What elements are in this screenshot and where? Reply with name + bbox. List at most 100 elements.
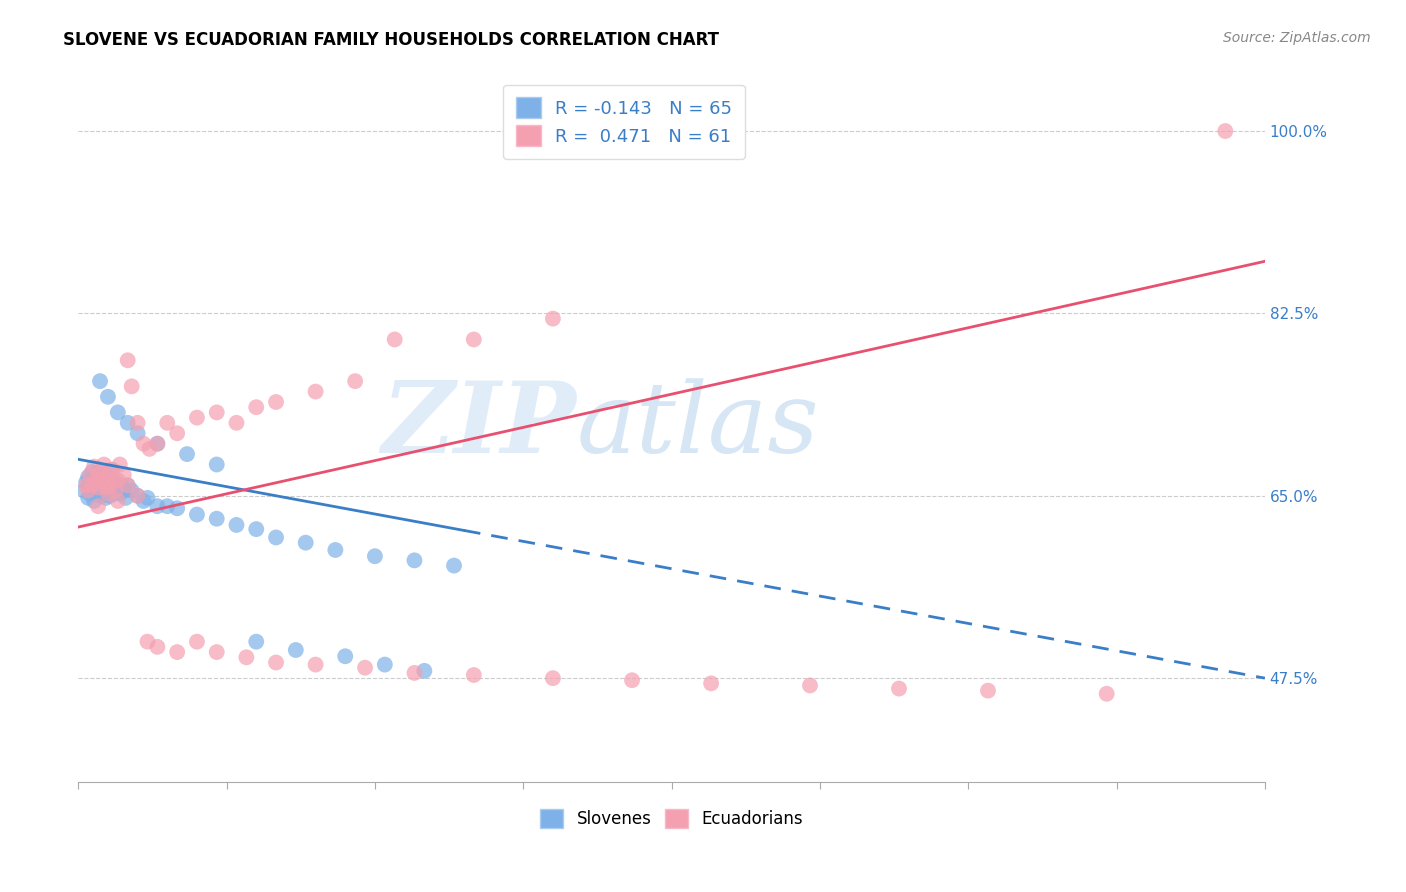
Legend: Slovenes, Ecuadorians: Slovenes, Ecuadorians xyxy=(533,802,810,835)
Point xyxy=(82,478,104,492)
Text: SLOVENE VS ECUADORIAN FAMILY HOUSEHOLDS CORRELATION CHART: SLOVENE VS ECUADORIAN FAMILY HOUSEHOLDS … xyxy=(63,31,720,49)
Point xyxy=(541,311,564,326)
Point xyxy=(83,459,105,474)
Point xyxy=(887,681,910,696)
Point xyxy=(101,478,124,492)
Point xyxy=(121,379,143,393)
Point xyxy=(87,480,110,494)
Point xyxy=(77,491,100,505)
Point xyxy=(98,473,121,487)
Point xyxy=(112,467,135,482)
Point xyxy=(117,478,139,492)
Point xyxy=(83,494,105,508)
Point xyxy=(186,410,208,425)
Point xyxy=(186,508,208,522)
Point xyxy=(93,466,115,480)
Point xyxy=(97,470,120,484)
Text: atlas: atlas xyxy=(576,378,820,473)
Point xyxy=(166,426,188,441)
Point xyxy=(87,470,110,484)
Point xyxy=(89,374,111,388)
Point xyxy=(101,463,124,477)
Point xyxy=(264,395,287,409)
Point xyxy=(108,486,131,500)
Point xyxy=(91,473,114,487)
Point xyxy=(91,473,114,487)
Point xyxy=(117,478,139,492)
Point xyxy=(79,467,101,482)
Point xyxy=(264,531,287,545)
Point xyxy=(127,489,149,503)
Point xyxy=(404,665,426,680)
Point xyxy=(621,673,644,688)
Point xyxy=(1213,124,1236,138)
Point xyxy=(97,486,120,500)
Point xyxy=(114,491,136,505)
Point xyxy=(121,483,143,498)
Point xyxy=(245,522,267,536)
Point xyxy=(225,518,247,533)
Point xyxy=(91,489,114,503)
Point xyxy=(75,475,97,490)
Point xyxy=(977,683,1000,698)
Point xyxy=(93,480,115,494)
Point xyxy=(89,483,111,498)
Point xyxy=(344,374,367,388)
Point xyxy=(108,458,131,472)
Point xyxy=(117,353,139,368)
Point xyxy=(463,333,485,347)
Point xyxy=(335,649,357,664)
Point xyxy=(235,650,257,665)
Point xyxy=(146,499,169,513)
Point xyxy=(97,467,120,482)
Point xyxy=(374,657,396,672)
Point xyxy=(77,470,100,484)
Point xyxy=(107,494,129,508)
Point xyxy=(136,491,159,505)
Point xyxy=(127,416,149,430)
Point xyxy=(146,640,169,654)
Point xyxy=(94,491,117,505)
Point xyxy=(245,401,267,415)
Point xyxy=(225,416,247,430)
Point xyxy=(82,465,104,479)
Point xyxy=(84,473,107,487)
Point xyxy=(132,494,155,508)
Point xyxy=(82,480,104,494)
Point xyxy=(97,483,120,498)
Point xyxy=(205,512,228,526)
Point xyxy=(156,416,179,430)
Point xyxy=(101,463,124,477)
Point xyxy=(103,473,125,487)
Point xyxy=(104,483,127,498)
Point xyxy=(404,553,426,567)
Point xyxy=(112,483,135,498)
Point xyxy=(176,447,198,461)
Point xyxy=(83,476,105,491)
Point xyxy=(1095,687,1118,701)
Point xyxy=(93,458,115,472)
Point xyxy=(84,483,107,498)
Point xyxy=(98,478,121,492)
Point xyxy=(89,467,111,482)
Point xyxy=(136,634,159,648)
Point xyxy=(146,436,169,450)
Point xyxy=(166,645,188,659)
Point xyxy=(325,543,347,558)
Point xyxy=(75,478,97,492)
Point xyxy=(87,488,110,502)
Point xyxy=(413,664,436,678)
Point xyxy=(304,384,326,399)
Point xyxy=(104,475,127,490)
Point xyxy=(127,489,149,503)
Point xyxy=(354,661,377,675)
Point xyxy=(443,558,465,573)
Point xyxy=(117,416,139,430)
Point xyxy=(132,436,155,450)
Point xyxy=(264,656,287,670)
Point xyxy=(107,473,129,487)
Point xyxy=(73,483,96,498)
Point xyxy=(89,466,111,480)
Text: ZIP: ZIP xyxy=(381,377,576,474)
Point xyxy=(799,678,821,692)
